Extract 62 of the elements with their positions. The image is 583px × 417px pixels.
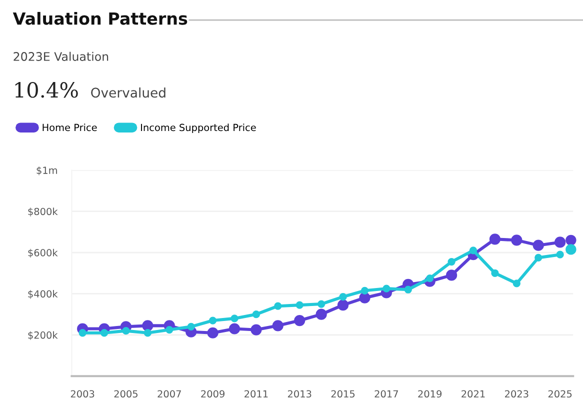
point: [532, 240, 544, 251]
text: 10.4%: [15, 82, 78, 98]
x-tick-label: 2009: [201, 390, 224, 398]
point: [512, 280, 520, 288]
point: [296, 301, 304, 309]
point: [489, 234, 501, 245]
point: [78, 329, 86, 337]
x-tick-label: 2021: [462, 390, 485, 398]
point: [511, 234, 522, 246]
point: [534, 254, 542, 262]
point: [566, 244, 576, 255]
point: [404, 286, 412, 294]
y-tick-label: $800k: [28, 208, 58, 216]
x-tick-label: 2015: [331, 390, 355, 398]
point: [252, 310, 260, 318]
point: [294, 314, 306, 326]
y-tick-label: $400k: [28, 290, 58, 299]
x-tick-label: 2011: [244, 390, 268, 398]
point: [359, 292, 370, 304]
point: [230, 314, 238, 322]
point: [317, 300, 326, 308]
legend-label: Income Supported Price: [141, 124, 256, 134]
x-tick-label: 2013: [288, 390, 312, 398]
point: [426, 274, 434, 282]
point: [144, 329, 152, 337]
point: [556, 250, 564, 258]
point: [208, 316, 217, 324]
x-tick-label: 2007: [158, 390, 181, 398]
point: [446, 270, 458, 281]
point: [316, 308, 327, 320]
point: [166, 326, 174, 334]
point: [469, 246, 478, 254]
point: [360, 286, 369, 294]
x-tick-label: 2019: [418, 390, 442, 398]
point: [272, 320, 284, 332]
point: [228, 323, 240, 334]
text: Overvalued: [91, 87, 166, 98]
text: 2023E Valuation: [14, 52, 108, 61]
point: [491, 269, 499, 277]
y-tick-label: $600k: [28, 248, 58, 258]
point: [566, 234, 576, 246]
y-tick-label: $1m: [36, 166, 57, 176]
point: [207, 327, 218, 338]
legend-label: Home Price: [42, 124, 97, 132]
x-tick-label: 2023: [505, 390, 528, 398]
x-tick-label: 2005: [114, 390, 138, 398]
x-tick-label: 2017: [374, 390, 398, 398]
chart-title: Valuation Patterns: [12, 12, 188, 25]
point: [250, 324, 262, 336]
point: [382, 284, 390, 292]
x-tick-label: 2003: [70, 390, 94, 398]
x-tick-label: 2025: [548, 390, 572, 398]
point: [337, 300, 349, 311]
point: [274, 302, 282, 310]
y-tick-label: $200k: [28, 331, 58, 340]
point: [448, 258, 456, 266]
point: [142, 320, 154, 332]
point: [339, 293, 347, 301]
point: [100, 329, 108, 337]
point: [554, 236, 566, 248]
point: [122, 326, 130, 335]
point: [187, 322, 195, 331]
